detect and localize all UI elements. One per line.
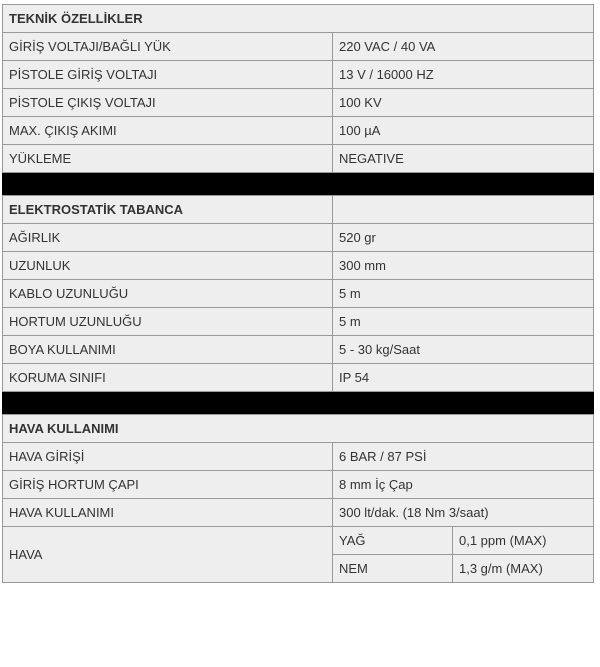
table-row: PİSTOLE ÇIKIŞ VOLTAJI 100 KV (3, 89, 594, 117)
table-row: HAVA YAĞ 0,1 ppm (MAX) (3, 527, 594, 555)
spec-value: 220 VAC / 40 VA (333, 33, 594, 61)
separator (2, 173, 594, 195)
spec-value: IP 54 (333, 364, 594, 392)
spec-label: GİRİŞ HORTUM ÇAPI (3, 471, 333, 499)
spec-value: 6 BAR / 87 PSİ (333, 443, 594, 471)
spec-value: 300 mm (333, 252, 594, 280)
sub-value: 0,1 ppm (MAX) (453, 527, 594, 555)
spec-label: BOYA KULLANIMI (3, 336, 333, 364)
sub-key: YAĞ (333, 527, 453, 555)
spec-label: KABLO UZUNLUĞU (3, 280, 333, 308)
spec-label: AĞIRLIK (3, 224, 333, 252)
spec-label: HAVA GİRİŞİ (3, 443, 333, 471)
teknik-table: TEKNİK ÖZELLİKLER GİRİŞ VOLTAJI/BAĞLI YÜ… (2, 4, 594, 173)
separator (2, 392, 594, 414)
table-row: HAVA KULLANIMI 300 lt/dak. (18 Nm 3/saat… (3, 499, 594, 527)
spec-value: 520 gr (333, 224, 594, 252)
table-row: PİSTOLE GİRİŞ VOLTAJI 13 V / 16000 HZ (3, 61, 594, 89)
table-row: GİRİŞ HORTUM ÇAPI 8 mm İç Çap (3, 471, 594, 499)
table-row: HORTUM UZUNLUĞU 5 m (3, 308, 594, 336)
teknik-header: TEKNİK ÖZELLİKLER (3, 5, 594, 33)
table-row: AĞIRLIK 520 gr (3, 224, 594, 252)
spec-value: 5 m (333, 280, 594, 308)
spec-label: HAVA KULLANIMI (3, 499, 333, 527)
spec-label: HORTUM UZUNLUĞU (3, 308, 333, 336)
table-row: YÜKLEME NEGATIVE (3, 145, 594, 173)
spec-label: PİSTOLE ÇIKIŞ VOLTAJI (3, 89, 333, 117)
spec-label: PİSTOLE GİRİŞ VOLTAJI (3, 61, 333, 89)
spec-label: YÜKLEME (3, 145, 333, 173)
spec-value: 300 lt/dak. (18 Nm 3/saat) (333, 499, 594, 527)
spec-label: UZUNLUK (3, 252, 333, 280)
table-row: GİRİŞ VOLTAJI/BAĞLI YÜK 220 VAC / 40 VA (3, 33, 594, 61)
teknik-header-row: TEKNİK ÖZELLİKLER (3, 5, 594, 33)
hava-table: HAVA KULLANIMI HAVA GİRİŞİ 6 BAR / 87 PS… (2, 414, 594, 583)
sub-value: 1,3 g/m (MAX) (453, 555, 594, 583)
tabanca-header-empty (333, 196, 594, 224)
table-row: BOYA KULLANIMI 5 - 30 kg/Saat (3, 336, 594, 364)
spec-label: HAVA (3, 527, 333, 583)
tabanca-table: ELEKTROSTATİK TABANCA AĞIRLIK 520 gr UZU… (2, 195, 594, 392)
spec-value: 100 µA (333, 117, 594, 145)
tabanca-header-row: ELEKTROSTATİK TABANCA (3, 196, 594, 224)
hava-header: HAVA KULLANIMI (3, 415, 594, 443)
spec-value: 5 m (333, 308, 594, 336)
table-row: HAVA GİRİŞİ 6 BAR / 87 PSİ (3, 443, 594, 471)
table-row: UZUNLUK 300 mm (3, 252, 594, 280)
spec-value: 13 V / 16000 HZ (333, 61, 594, 89)
tabanca-header: ELEKTROSTATİK TABANCA (3, 196, 333, 224)
spec-label: KORUMA SINIFI (3, 364, 333, 392)
table-row: KABLO UZUNLUĞU 5 m (3, 280, 594, 308)
spec-value: NEGATIVE (333, 145, 594, 173)
spec-label: MAX. ÇIKIŞ AKIMI (3, 117, 333, 145)
table-row: MAX. ÇIKIŞ AKIMI 100 µA (3, 117, 594, 145)
table-row: KORUMA SINIFI IP 54 (3, 364, 594, 392)
hava-header-row: HAVA KULLANIMI (3, 415, 594, 443)
sub-key: NEM (333, 555, 453, 583)
spec-label: GİRİŞ VOLTAJI/BAĞLI YÜK (3, 33, 333, 61)
spec-value: 5 - 30 kg/Saat (333, 336, 594, 364)
spec-value: 100 KV (333, 89, 594, 117)
spec-value: 8 mm İç Çap (333, 471, 594, 499)
